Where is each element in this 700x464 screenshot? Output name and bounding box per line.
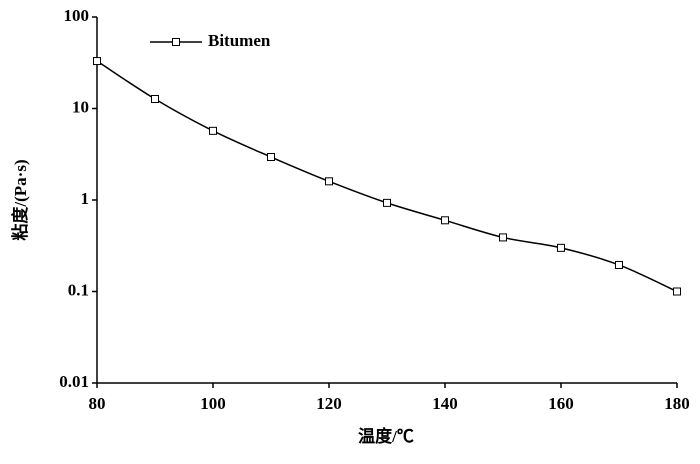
- x-tick-label: 140: [432, 394, 458, 413]
- y-tick-label: 100: [64, 6, 90, 25]
- marker: [383, 198, 391, 207]
- marker: [151, 95, 159, 104]
- marker: [615, 260, 623, 269]
- x-tick-label: 120: [316, 394, 342, 413]
- y-tick-label: 1: [81, 189, 90, 208]
- marker: [93, 57, 101, 66]
- marker: [673, 287, 681, 296]
- marker: [325, 177, 333, 186]
- x-tick-label: 100: [200, 394, 226, 413]
- y-tick-label: 10: [72, 97, 89, 116]
- marker: [209, 126, 217, 135]
- legend-marker: [172, 38, 180, 46]
- x-axis-label: 温度/℃: [358, 426, 414, 446]
- y-tick-label: 0.01: [59, 372, 89, 391]
- marker: [267, 153, 275, 162]
- legend-label: Bitumen: [208, 31, 271, 50]
- line: [96, 60, 678, 293]
- x-tick-label: 180: [664, 394, 690, 413]
- x-tick-label: 80: [89, 394, 106, 413]
- y-tick-label: 0.1: [68, 280, 89, 299]
- marker: [557, 243, 565, 252]
- marker: [441, 216, 449, 225]
- x-tick-label: 160: [548, 394, 574, 413]
- marker: [499, 233, 507, 242]
- y-axis-label: 粘度/(Pa·s): [10, 159, 30, 240]
